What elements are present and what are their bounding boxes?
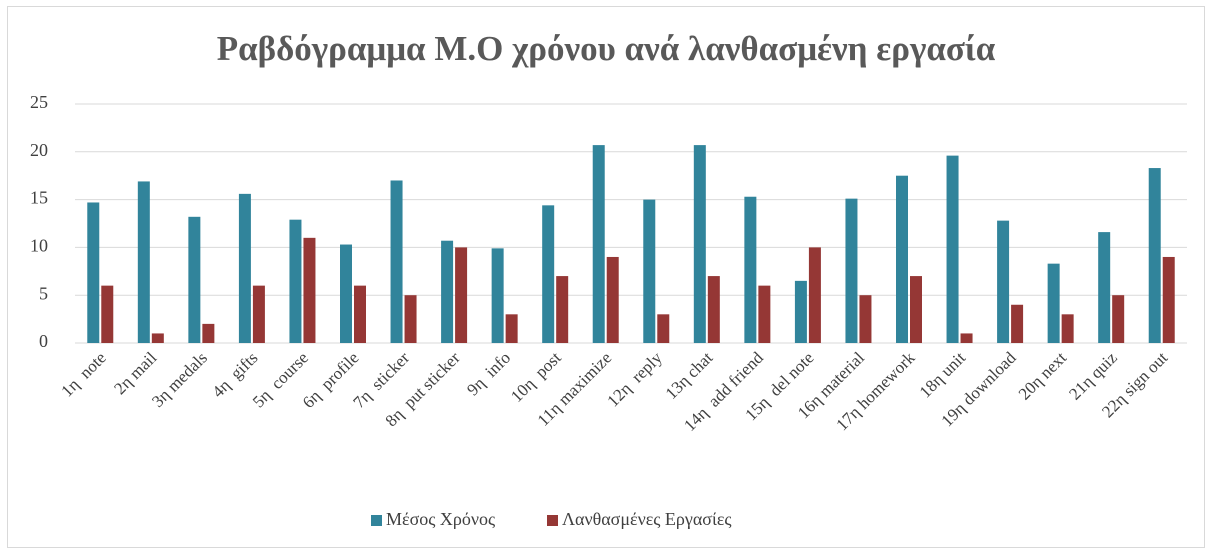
bar: [896, 175, 908, 343]
bar: [505, 314, 518, 343]
bar: [960, 333, 973, 343]
bar: [354, 285, 366, 343]
bar: [643, 199, 656, 343]
bar: [910, 276, 922, 343]
bar: [1162, 256, 1175, 343]
bar: [744, 196, 757, 343]
bar: [1047, 263, 1060, 343]
bar: [758, 285, 771, 343]
bar: [137, 181, 150, 343]
legend-swatch: [547, 515, 558, 526]
y-tick-label: 20: [30, 140, 48, 160]
bar: [997, 220, 1010, 343]
bar: [455, 247, 468, 343]
bar: [1061, 314, 1074, 343]
bar: [657, 314, 670, 343]
chart-title: Ραβδόγραμμα Μ.Ο χρόνου ανά λανθασμένη ερ…: [217, 29, 996, 68]
bar: [1011, 304, 1024, 343]
bar: [87, 202, 100, 343]
y-tick-label: 5: [39, 283, 48, 303]
bar: [946, 155, 959, 343]
bar: [1112, 295, 1125, 343]
chart-border: [7, 6, 1205, 548]
bar: [188, 216, 201, 343]
bar: [606, 256, 619, 343]
bar: [202, 323, 215, 343]
bar: [707, 276, 720, 343]
bar: [794, 280, 807, 343]
bar: [101, 285, 114, 343]
bar: [1148, 168, 1161, 343]
bar: [289, 219, 302, 343]
bar: [1098, 232, 1111, 343]
bar: [390, 180, 403, 343]
bar: [542, 205, 555, 343]
bar: [441, 240, 454, 343]
bar: [238, 193, 251, 343]
bar: [252, 285, 265, 343]
bar: [845, 198, 858, 343]
bar: [404, 295, 417, 343]
legend-label: Λανθασμένες Εργασίες: [562, 509, 732, 529]
y-tick-label: 25: [30, 92, 48, 112]
bar: [592, 145, 605, 343]
legend-swatch: [371, 515, 382, 526]
bar: [556, 276, 569, 343]
bar: [808, 247, 821, 343]
legend-label: Μέσος Χρόνος: [386, 509, 495, 529]
y-tick-label: 0: [39, 331, 48, 351]
bar: [151, 333, 164, 343]
bar: [693, 145, 706, 343]
y-tick-label: 15: [30, 188, 48, 208]
bar: [303, 237, 316, 343]
bar: [859, 295, 872, 343]
bar: [340, 244, 352, 343]
bar: [491, 248, 504, 343]
y-tick-label: 10: [30, 236, 48, 256]
